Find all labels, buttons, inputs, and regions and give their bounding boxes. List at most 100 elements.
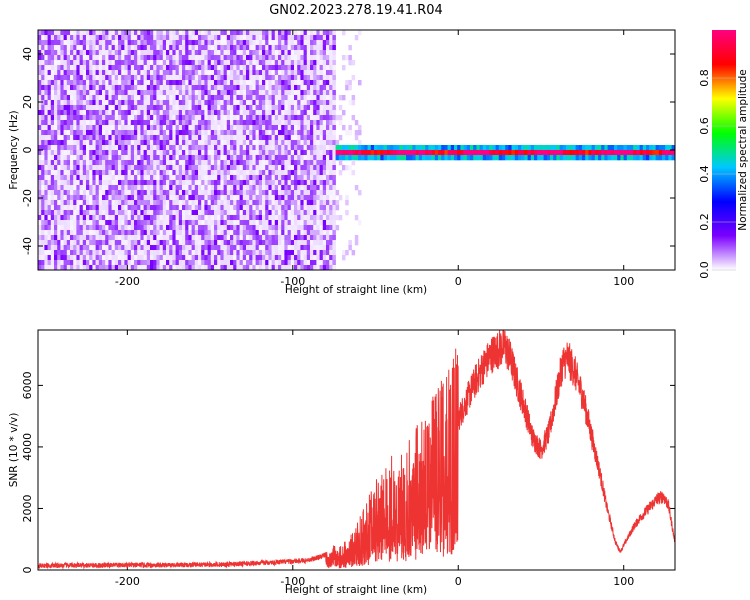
spectrogram-cell [89,170,93,176]
spectrogram-cell [143,70,148,76]
spectrogram-cell [348,240,352,246]
spectrogram-cell [73,180,77,186]
spectrogram-cell [188,35,192,41]
spectrogram-cell [290,110,295,116]
spectrogram-cell [233,165,237,171]
spectrogram-cell [290,125,295,131]
spectrogram-cell [310,250,314,256]
spectrogram-cell [162,45,167,51]
spectrogram-cell [201,45,205,51]
spectrogram-cell [233,140,237,146]
spectrogram-cell [92,230,96,236]
spectrogram-cell [281,55,285,61]
spectrogram-cell [242,220,247,226]
spectrogram-cell [63,145,68,151]
spectrogram-cell [322,145,327,151]
spectrogram-cell [105,105,109,111]
spectrogram-cell [265,145,269,151]
spectrogram-cell [268,55,272,61]
spectrogram-cell [82,240,87,246]
spectrogram-cell [44,180,48,186]
spectrogram-cell [255,185,260,191]
spectrogram-cell [50,135,55,141]
spectrogram-cell [303,260,308,266]
spectrogram-cell [95,170,100,176]
spectrogram-cell [297,115,301,121]
spectrogram-cell [607,150,612,156]
spectrogram-cell [310,220,314,226]
spectrogram-cell [220,80,224,86]
spectrogram-cell [233,85,237,91]
spectrogram-cell [278,190,282,196]
spectrogram-cell [204,255,208,261]
spectrogram-cell [239,100,244,106]
spectrogram-cell [265,245,269,251]
spectrogram-cell [332,110,336,116]
spectrogram-cell [194,140,199,146]
spectrogram-cell [284,110,288,116]
spectrogram-cell [118,115,122,121]
spectrogram-cell [562,150,567,156]
spectrogram-cell [121,120,125,126]
spectrogram-cell [175,120,180,126]
spectrogram-cell [226,30,231,36]
spectrogram-cell [620,150,624,156]
spectrogram-cell [153,85,157,91]
spectrogram-cell [226,90,231,96]
spectrogram-cell [297,260,301,266]
spectrogram-cell [265,65,269,71]
spectrogram-cell [265,230,269,236]
spectrogram-cell [294,65,298,71]
spectrogram-cell [47,185,52,191]
spectrogram-cell [130,80,135,86]
spectrogram-cell [111,145,116,151]
spectrogram-cell [140,70,144,76]
spectrogram-cell [175,165,180,171]
spectrogram-cell [310,50,314,56]
spectrogram-cell [255,80,260,86]
spectrogram-cell [98,110,103,116]
spectrogram-cell [313,75,317,81]
spectrogram-cell [242,170,247,176]
spectrogram-cell [166,250,170,256]
spectrogram-cell [226,260,231,266]
spectrogram-cell [124,50,128,56]
spectrogram-cell [44,105,48,111]
spectrogram-cell [86,145,90,151]
spectrogram-cell [70,45,74,51]
spectrogram-cell [294,180,298,186]
spectrogram-cell [198,140,202,146]
spectrogram-cell [73,260,77,266]
spectrogram-cell [130,180,135,186]
spectrogram-cell [169,165,173,171]
spectrogram-cell [57,185,61,191]
spectrogram-cell [98,220,103,226]
spectrogram-cell [54,75,58,81]
spectrogram-cell [89,80,93,86]
spectrogram-cell [153,225,157,231]
spectrogram-cell [326,195,330,201]
spectrogram-cell [294,235,298,241]
spectrogram-cell [287,135,292,141]
spectrogram-cell [57,160,61,166]
spectrogram-cell [246,185,250,191]
spectrogram-cell [102,190,106,196]
spectrogram-cell [79,50,84,56]
spectrogram-cell [166,130,170,136]
spectrogram-cell [329,145,333,151]
spectrogram-cell [313,265,317,270]
spectrogram-cell [57,220,61,226]
spectrogram-cell [89,75,93,81]
spectrogram-cell [223,175,228,181]
spectrogram-cell [124,135,128,141]
spectrogram-cell [287,60,292,66]
spectrogram-cell [217,160,221,166]
spectrogram-cell [284,50,288,56]
spectrogram-cell [306,120,311,126]
spectrogram-cell [143,210,148,216]
spectrogram-cell [114,50,119,56]
spectrogram-cell [319,50,324,56]
spectrogram-cell [316,185,320,191]
spectrogram-cell [166,45,170,51]
spectrogram-cell [118,220,122,226]
